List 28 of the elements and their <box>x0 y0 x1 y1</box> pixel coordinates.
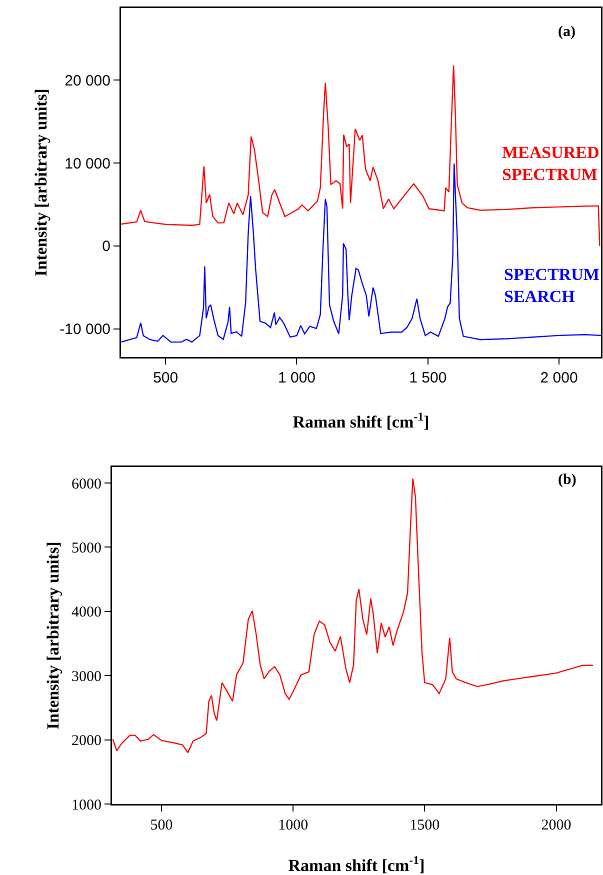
line-series <box>121 64 600 247</box>
annotation: (a) <box>558 24 576 40</box>
y-axis-title: Intensity [arbitrary units] <box>43 542 62 730</box>
x-tick-label: 2 000 <box>540 370 578 386</box>
y-tick-label: 3000 <box>72 668 102 685</box>
series-label: MEASURED SPECTRUM <box>502 143 600 184</box>
x-axis-title: Raman shift [cm$^{-1}$] <box>288 852 425 875</box>
y-tick-label: 20 000 <box>64 72 110 90</box>
y-tick-label: 5000 <box>72 540 102 556</box>
x-tick-label: 500 <box>153 370 178 386</box>
x-tick-label: 1 000 <box>278 370 316 386</box>
y-tick-label: 6000 <box>72 476 102 492</box>
y-axis-title: Intensity [arbitrary units] <box>31 88 50 276</box>
y-tick-label: 4000 <box>72 604 102 621</box>
y-tick-label: 10 000 <box>64 155 110 172</box>
x-tick-label: 500 <box>150 818 173 834</box>
series-label: SPECTRUM SEARCH <box>504 265 600 306</box>
x-tick-label: 1000 <box>278 818 308 834</box>
x-tick-label: 2000 <box>541 818 572 834</box>
x-tick-label: 1 500 <box>409 370 447 386</box>
y-tick-label: 0 <box>102 238 110 256</box>
y-tick-label: -10 000 <box>60 321 110 338</box>
y-tick-label: 2000 <box>72 733 102 750</box>
y-tick-label: 1000 <box>72 797 102 814</box>
x-tick-label: 1500 <box>410 818 440 834</box>
x-axis-title: Raman shift [cm$^{-1}$] <box>292 410 430 432</box>
annotation: (b) <box>558 472 576 488</box>
line-series <box>121 162 601 343</box>
